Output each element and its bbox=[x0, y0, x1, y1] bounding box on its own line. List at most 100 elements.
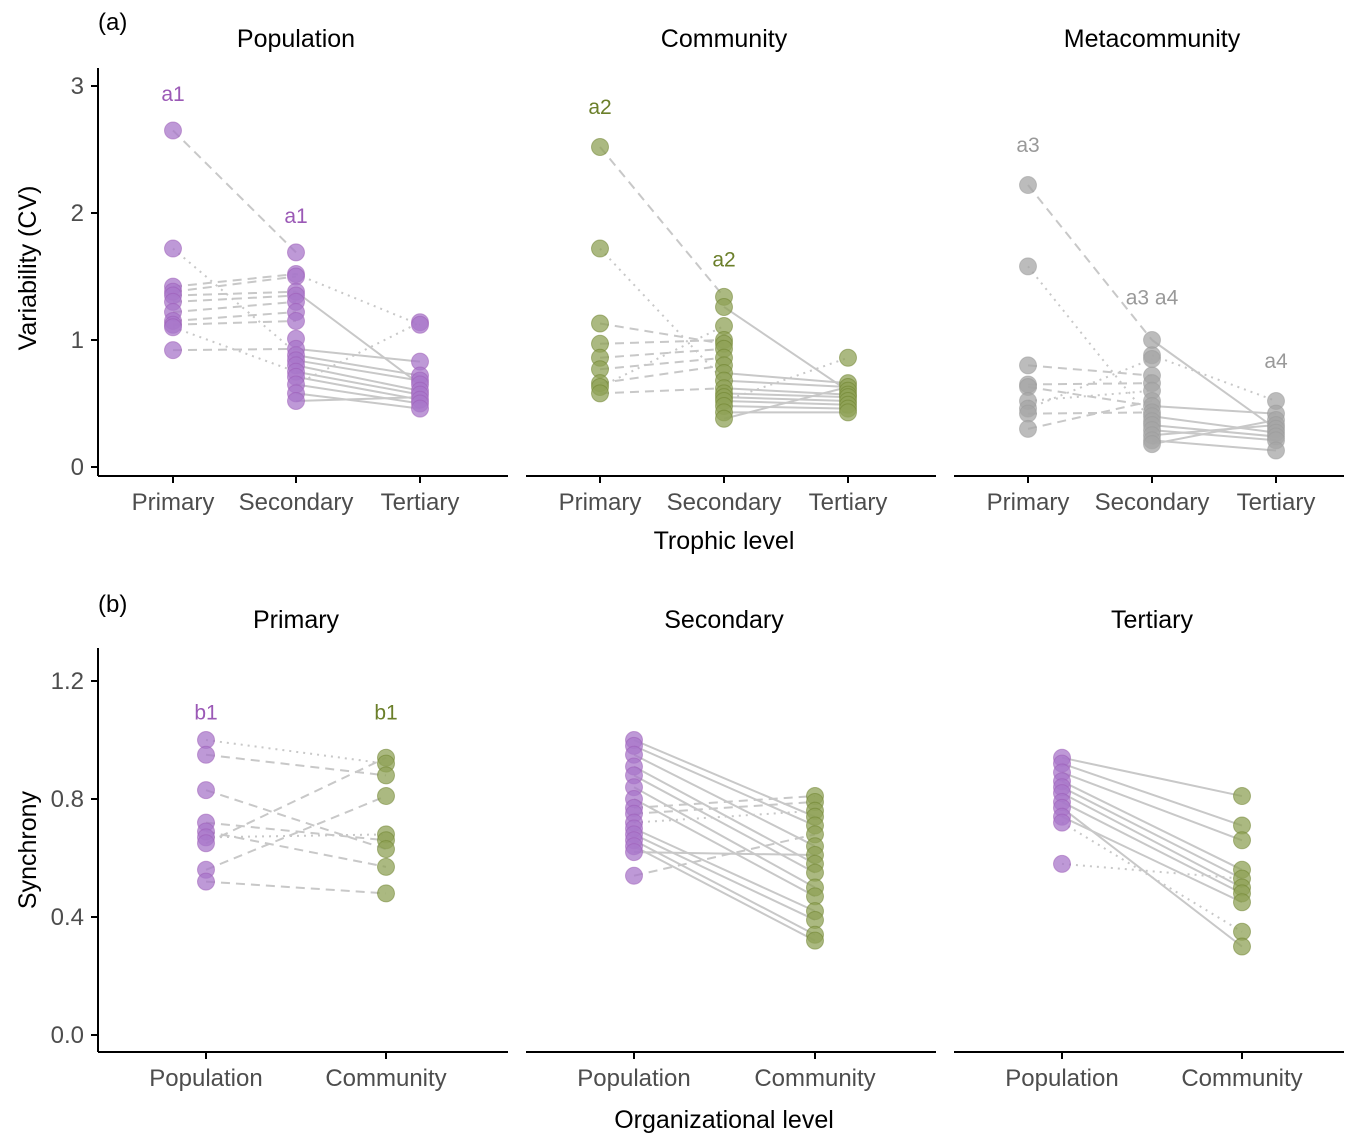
connector-line-population-21 bbox=[295, 396, 421, 402]
connector-line-population-7 bbox=[172, 311, 297, 322]
x-tick-label-community-secondary: Secondary bbox=[667, 489, 782, 516]
connector-line-metacommunity-10 bbox=[1151, 354, 1277, 402]
facet-title-community: Community bbox=[661, 25, 788, 53]
data-point-metacommunity-secondary-2 bbox=[1143, 350, 1161, 369]
data-point-tertiary-community-9 bbox=[1233, 937, 1251, 956]
data-point-metacommunity-primary-8 bbox=[1019, 419, 1037, 438]
connector-line-population-8 bbox=[172, 319, 297, 326]
connector-line-population-10 bbox=[172, 347, 297, 352]
data-point-secondary-community-15 bbox=[806, 931, 824, 950]
data-point-metacommunity-secondary-0 bbox=[1143, 331, 1161, 349]
data-point-community-primary-8 bbox=[591, 384, 609, 403]
x-tick-label-tertiary-community: Community bbox=[1181, 1065, 1302, 1092]
connector-line-secondary-15 bbox=[633, 833, 816, 877]
facet-title-population: Population bbox=[237, 25, 355, 53]
data-point-metacommunity-primary-7 bbox=[1019, 404, 1037, 423]
connector-line-secondary-13 bbox=[633, 845, 816, 942]
connector-line-metacommunity-9 bbox=[1151, 339, 1277, 430]
facet-title-primary: Primary bbox=[253, 606, 340, 634]
connector-line-metacommunity-0 bbox=[1027, 184, 1153, 341]
connector-line-population-13 bbox=[295, 347, 421, 363]
connector-line-primary-3 bbox=[205, 821, 387, 842]
x-axis-title-organizational-level: Organizational level bbox=[614, 1106, 834, 1134]
facet-title-tertiary: Tertiary bbox=[1111, 606, 1193, 634]
connector-line-metacommunity-7 bbox=[1027, 411, 1153, 415]
panel-label-b: (b) bbox=[98, 591, 127, 618]
connector-line-tertiary-3 bbox=[1061, 780, 1243, 871]
connector-line-population-1 bbox=[172, 247, 297, 354]
connector-line-community-2 bbox=[599, 322, 725, 345]
data-point-primary-community-8 bbox=[377, 884, 395, 903]
connector-line-secondary-4 bbox=[633, 774, 816, 874]
connector-line-community-11 bbox=[723, 379, 849, 388]
data-point-population-secondary-0 bbox=[287, 243, 305, 262]
x-axis-title-trophic-level: Trophic level bbox=[654, 527, 795, 555]
panel-label-a: (a) bbox=[98, 9, 127, 36]
data-point-primary-population-1 bbox=[197, 745, 215, 764]
x-tick-label-population-primary: Primary bbox=[132, 489, 215, 516]
data-point-population-primary-10 bbox=[164, 341, 182, 360]
data-point-community-primary-0 bbox=[591, 137, 609, 156]
connector-line-tertiary-0 bbox=[1061, 756, 1243, 798]
connector-line-community-8 bbox=[599, 387, 725, 395]
connector-line-metacommunity-11 bbox=[1151, 415, 1277, 434]
x-tick-label-tertiary-population: Population bbox=[1005, 1065, 1118, 1092]
x-tick-label-secondary-community: Community bbox=[754, 1065, 875, 1092]
connector-line-metacommunity-17 bbox=[1151, 405, 1277, 415]
connector-line-metacommunity-3 bbox=[1027, 382, 1153, 386]
connector-line-secondary-11 bbox=[633, 833, 816, 921]
connector-line-population-0 bbox=[172, 129, 297, 254]
connector-line-secondary-1 bbox=[633, 744, 816, 827]
data-point-secondary-population-14 bbox=[625, 843, 643, 862]
connector-line-metacommunity-14 bbox=[1151, 424, 1277, 437]
connector-line-community-4 bbox=[599, 347, 725, 359]
connector-line-population-19 bbox=[295, 383, 421, 405]
data-point-community-secondary-16 bbox=[715, 409, 733, 428]
connector-line-secondary-12 bbox=[633, 839, 816, 936]
data-point-tertiary-community-7 bbox=[1233, 893, 1251, 912]
y-tick-label-a-3: 3 bbox=[71, 73, 84, 100]
y-tick-label-b-0: 0.0 bbox=[51, 1022, 84, 1049]
connector-line-population-5 bbox=[172, 294, 297, 303]
connector-line-community-1 bbox=[599, 247, 725, 382]
connector-line-population-22 bbox=[295, 321, 421, 386]
data-point-community-tertiary-9 bbox=[839, 403, 857, 422]
connector-line-population-14 bbox=[295, 354, 421, 377]
x-tick-label-population-tertiary: Tertiary bbox=[381, 489, 460, 516]
data-point-primary-population-6 bbox=[197, 834, 215, 853]
facet-title-metacommunity: Metacommunity bbox=[1064, 25, 1241, 53]
connector-line-community-16 bbox=[723, 405, 849, 410]
x-tick-label-primary-population: Population bbox=[149, 1065, 262, 1092]
data-point-tertiary-population-10 bbox=[1053, 854, 1071, 873]
x-tick-label-population-secondary: Secondary bbox=[239, 489, 354, 516]
data-point-metacommunity-secondary-15 bbox=[1143, 435, 1161, 454]
connector-line-tertiary-2 bbox=[1061, 771, 1243, 842]
connector-line-population-2 bbox=[172, 272, 297, 288]
connector-line-metacommunity-16 bbox=[1151, 419, 1277, 446]
connector-line-primary-8 bbox=[205, 880, 387, 895]
connector-line-community-12 bbox=[723, 387, 849, 396]
y-tick-label-a-0: 0 bbox=[71, 454, 84, 481]
x-tick-label-community-tertiary: Tertiary bbox=[809, 489, 888, 516]
plot-layer: 0 1 2 3 Primary Secondary Tertiary a1 a1 Primary S… bbox=[51, 68, 1344, 1092]
connector-line-primary-7 bbox=[205, 795, 387, 871]
data-point-community-primary-1 bbox=[591, 239, 609, 258]
x-tick-label-metacommunity-secondary: Secondary bbox=[1095, 489, 1210, 516]
connector-line-community-19 bbox=[723, 356, 849, 402]
annotation-metacommunity-1: a3 a4 bbox=[1126, 286, 1179, 309]
connector-line-secondary-14 bbox=[633, 851, 816, 857]
x-tick-label-secondary-population: Population bbox=[577, 1065, 690, 1092]
connector-line-community-0 bbox=[599, 146, 725, 298]
connector-line-tertiary-6 bbox=[1061, 801, 1243, 895]
connector-line-primary-6 bbox=[205, 756, 387, 845]
data-point-population-primary-0 bbox=[164, 121, 182, 140]
facet-title-secondary: Secondary bbox=[664, 606, 784, 634]
data-point-secondary-population-15 bbox=[625, 866, 643, 885]
connector-line-tertiary-4 bbox=[1061, 786, 1243, 880]
annotation-metacommunity-0: a3 bbox=[1016, 134, 1039, 157]
annotation-metacommunity-2: a4 bbox=[1264, 350, 1288, 373]
connector-line-secondary-3 bbox=[633, 765, 816, 865]
connector-line-primary-1 bbox=[205, 753, 387, 777]
data-point-population-tertiary-1 bbox=[411, 315, 429, 334]
annotation-community-1: a2 bbox=[712, 248, 735, 271]
